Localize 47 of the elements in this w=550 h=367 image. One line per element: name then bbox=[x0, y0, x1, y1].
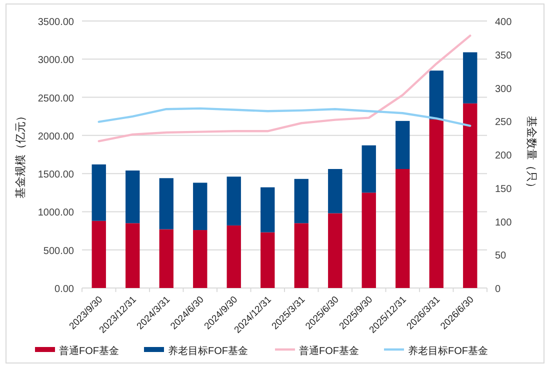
bar bbox=[429, 70, 444, 120]
bar bbox=[429, 119, 444, 288]
bar bbox=[226, 176, 241, 226]
y2-tick-label: 100 bbox=[495, 217, 512, 228]
y-tick-label: 1500.00 bbox=[38, 170, 74, 181]
bar bbox=[260, 232, 275, 288]
bar bbox=[463, 52, 478, 104]
bar bbox=[328, 168, 342, 214]
bar bbox=[159, 178, 174, 230]
bar bbox=[396, 120, 410, 169]
y-tick-label: 3000.00 bbox=[38, 55, 74, 66]
bar bbox=[294, 223, 308, 288]
legend-label: 普通FOF基金 bbox=[59, 345, 119, 357]
y-tick-label: 0.00 bbox=[54, 284, 74, 295]
y2-tick-label: 350 bbox=[495, 50, 512, 62]
bar bbox=[159, 229, 174, 288]
bar bbox=[396, 168, 410, 288]
y2-axis-title: 基金数量（只） bbox=[525, 116, 538, 193]
y-tick-label: 500.00 bbox=[43, 246, 74, 257]
bar bbox=[126, 170, 140, 224]
bar bbox=[362, 145, 376, 193]
bar bbox=[226, 225, 241, 288]
y2-tick-label: 200 bbox=[495, 150, 512, 162]
y2-tick-label: 0 bbox=[495, 284, 501, 295]
bar bbox=[362, 192, 376, 288]
y2-tick-label: 250 bbox=[495, 117, 512, 128]
bar bbox=[193, 230, 208, 288]
bar bbox=[92, 164, 106, 221]
bar bbox=[92, 220, 106, 288]
y2-tick-label: 300 bbox=[495, 84, 512, 95]
bar bbox=[260, 187, 275, 232]
y2-tick-label: 150 bbox=[495, 184, 512, 195]
bar bbox=[193, 182, 208, 230]
legend-label: 养老目标FOF基金 bbox=[408, 345, 488, 357]
bar bbox=[294, 178, 308, 224]
bar bbox=[126, 223, 140, 288]
y-tick-label: 1000.00 bbox=[38, 208, 74, 219]
y-tick-label: 3500.00 bbox=[38, 17, 74, 28]
bar bbox=[463, 103, 478, 288]
y-tick-label: 2500.00 bbox=[38, 93, 74, 104]
y-axis-title: 基金规模（亿元） bbox=[14, 110, 27, 198]
y-tick-label: 2000.00 bbox=[38, 131, 74, 142]
legend-label: 养老目标FOF基金 bbox=[168, 345, 248, 357]
bar bbox=[328, 213, 342, 288]
y2-tick-label: 50 bbox=[495, 250, 507, 262]
y2-tick-label: 400 bbox=[495, 17, 512, 28]
legend-label: 普通FOF基金 bbox=[299, 345, 359, 357]
